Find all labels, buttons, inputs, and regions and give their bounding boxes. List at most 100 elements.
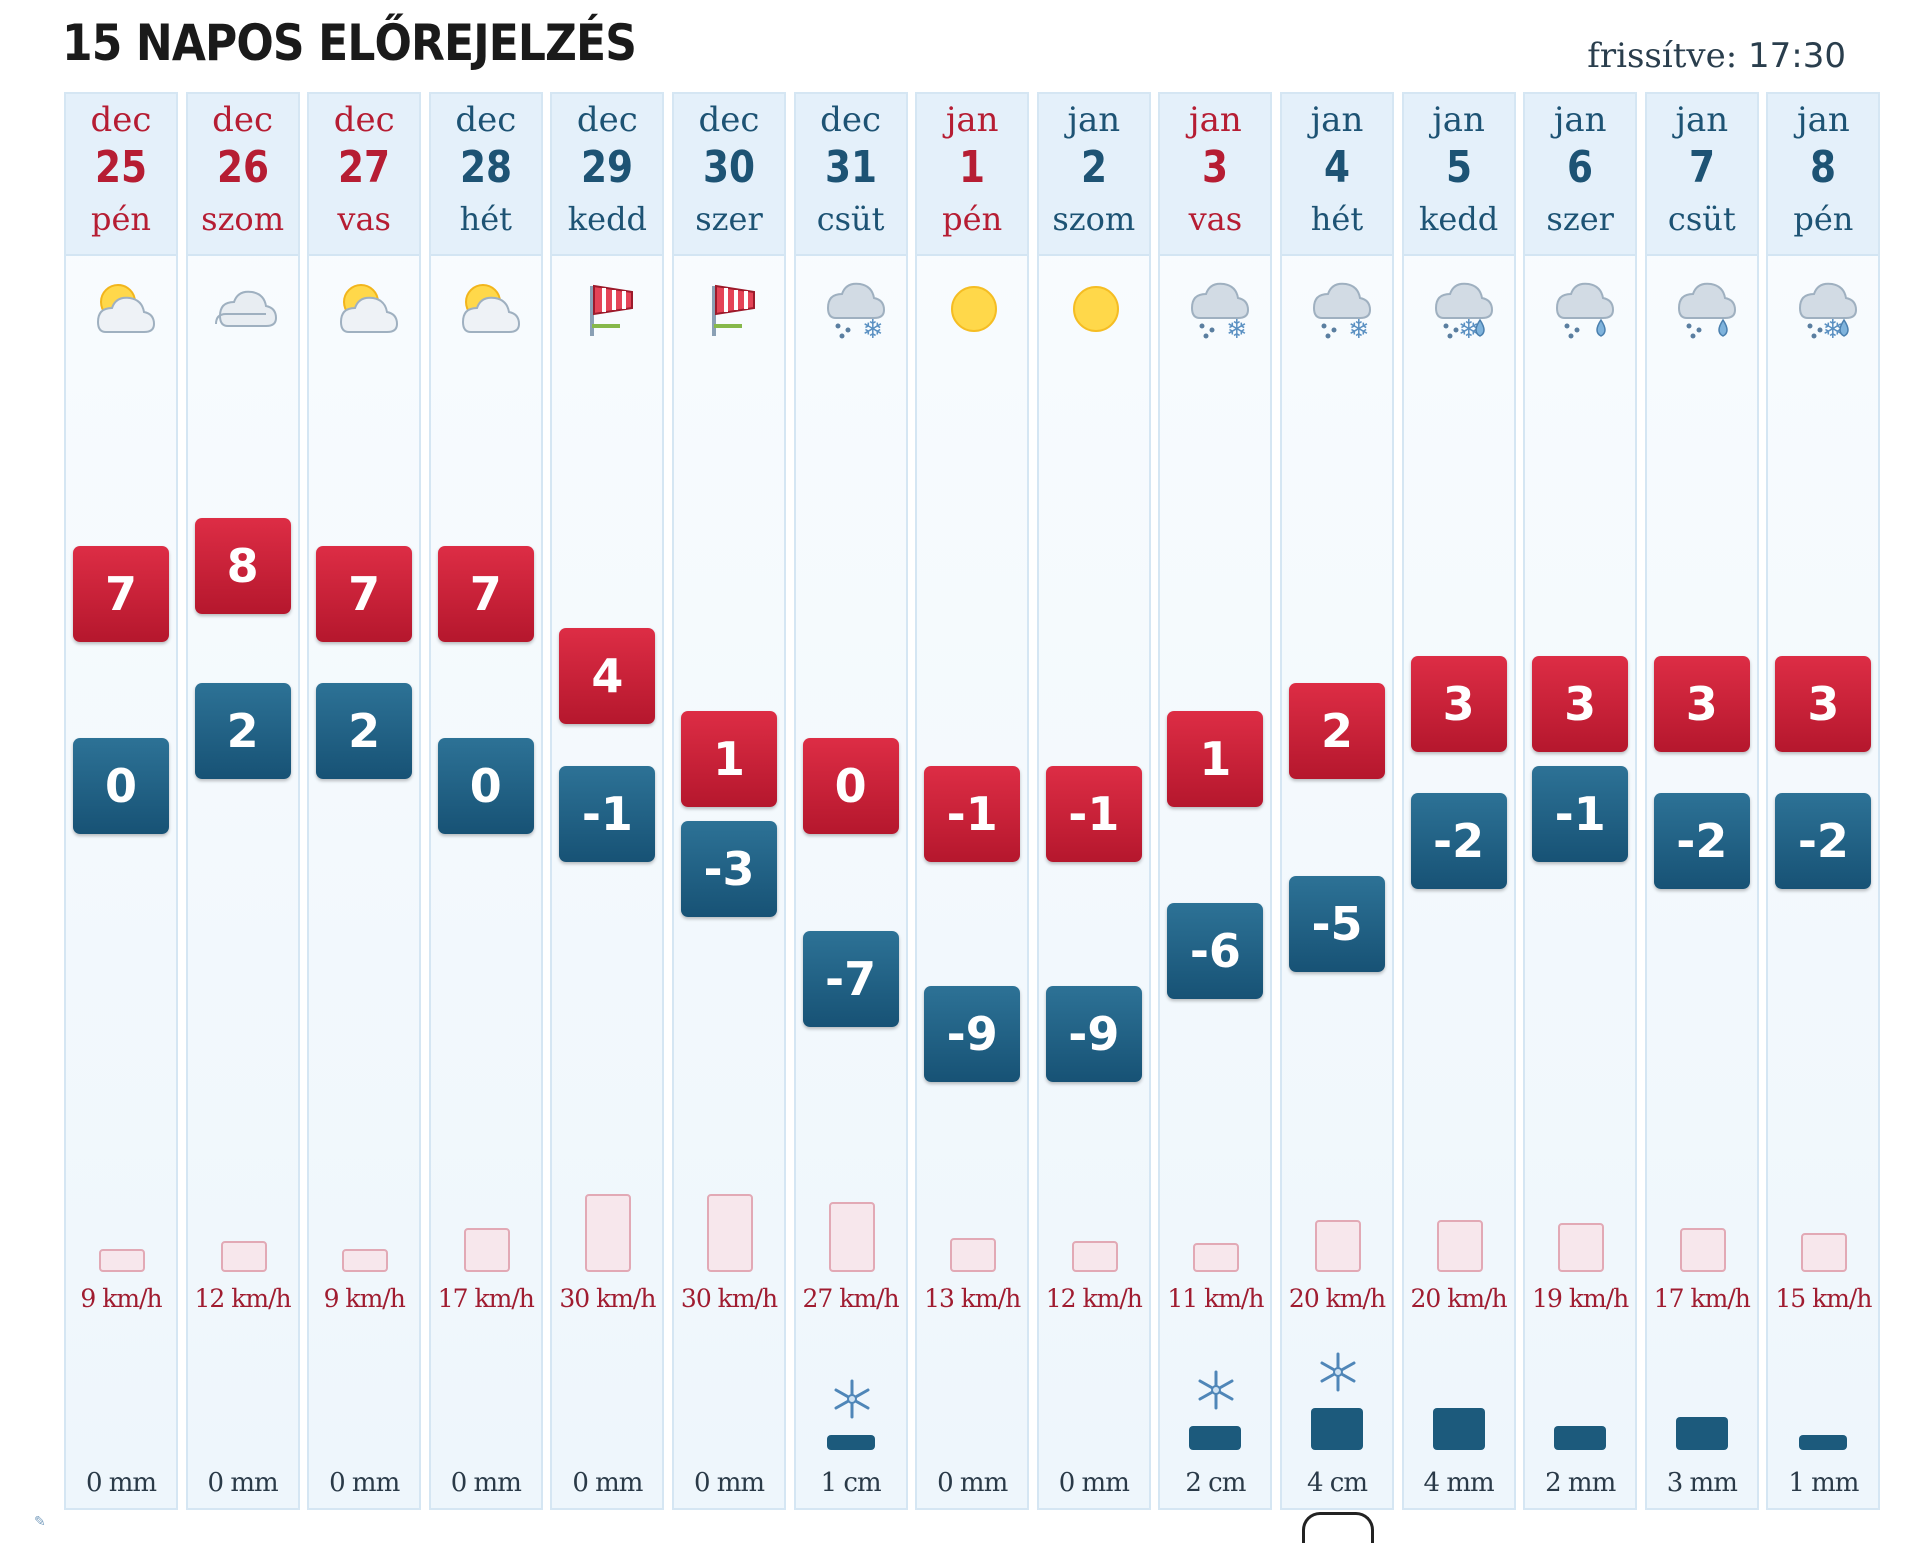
- sun-icon: [939, 274, 1009, 344]
- min-temp: -2: [1410, 793, 1507, 889]
- wind-bar: [463, 1227, 510, 1272]
- max-temp: -1: [924, 765, 1021, 862]
- month-label: dec: [820, 100, 882, 140]
- wind-speed: 17 km/h: [1653, 1284, 1751, 1313]
- day-column: dec 26 szom 8 2 12 km/h 0 mm: [185, 92, 300, 1510]
- max-temp: 3: [1532, 655, 1629, 752]
- day-number: 6: [1567, 142, 1594, 193]
- windsock-icon: [574, 274, 644, 344]
- precipitation-amount: 4 cm: [1306, 1468, 1368, 1498]
- month-label: jan: [945, 100, 999, 140]
- day-header: jan 4 hét: [1282, 94, 1392, 256]
- month-label: dec: [90, 100, 152, 140]
- day-header: dec 26 szom: [187, 94, 298, 256]
- month-label: jan: [1189, 100, 1242, 140]
- day-column: jan 8 pén ❄ 3 -2 15 km/h 1 mm: [1766, 92, 1881, 1510]
- day-number: 25: [94, 142, 148, 193]
- max-temp: 1: [1167, 710, 1264, 807]
- precipitation-bar: [1675, 1417, 1728, 1450]
- svg-text:❄: ❄: [862, 315, 884, 344]
- updated-info: frissítve: 17:30: [1587, 36, 1846, 76]
- wind-bar: [828, 1201, 875, 1272]
- precipitation-amount: 0 mm: [450, 1468, 522, 1498]
- weekday-label: csüt: [1667, 200, 1736, 238]
- day-header: dec 30 szer: [674, 94, 784, 256]
- precipitation-amount: 0 mm: [937, 1468, 1008, 1498]
- min-temp: -1: [559, 765, 656, 862]
- day-header: jan 3 vas: [1160, 94, 1271, 256]
- day-number: 3: [1202, 142, 1229, 193]
- wind-bar: [1436, 1220, 1483, 1272]
- weekday-label: pén: [1793, 200, 1854, 238]
- rain-cloud-icon: [1547, 274, 1617, 344]
- svg-text:❄: ❄: [1822, 315, 1844, 344]
- wind-speed: 9 km/h: [323, 1284, 406, 1313]
- precipitation-bar: [826, 1435, 875, 1450]
- wind-speed: 15 km/h: [1775, 1284, 1872, 1313]
- min-temp: 2: [316, 683, 413, 779]
- wind-bar: [1679, 1227, 1726, 1272]
- precipitation-amount: 0 mm: [572, 1468, 643, 1498]
- max-temp: 3: [1653, 655, 1750, 752]
- month-label: jan: [1675, 100, 1729, 140]
- month-label: dec: [333, 100, 395, 140]
- wind-bar: [1558, 1222, 1605, 1272]
- day-column: dec 31 csüt ❄ 0 -7 27 km/h 1 cm: [793, 92, 908, 1510]
- day-column: jan 2 szom -1 -9 12 km/h 0 mm: [1036, 92, 1151, 1510]
- windsock-icon: [696, 274, 766, 344]
- day-column: jan 4 hét ❄ 2 -5 20 km/h 4 cm: [1280, 92, 1394, 1510]
- day-column: jan 1 pén -1 -9 13 km/h 0 mm: [915, 92, 1030, 1510]
- day-column: dec 25 pén 7 0 9 km/h 0 mm: [64, 92, 178, 1510]
- day-number: 5: [1445, 142, 1472, 193]
- wind-bar: [1193, 1243, 1240, 1272]
- weekday-label: csüt: [816, 200, 885, 238]
- snowflake-icon: [1316, 1350, 1360, 1394]
- weekday-label: kedd: [567, 200, 648, 238]
- day-header: jan 2 szom: [1038, 94, 1149, 256]
- day-column: dec 29 kedd 4 -1 30 km/h 0 mm: [550, 92, 665, 1510]
- min-temp: -3: [681, 820, 777, 917]
- day-header: dec 25 pén: [66, 94, 176, 256]
- max-temp: 7: [437, 545, 534, 642]
- wind-speed: 17 km/h: [437, 1284, 535, 1313]
- month-label: dec: [455, 100, 517, 140]
- rain-cloud-icon: [1669, 274, 1739, 344]
- svg-text:❄: ❄: [1226, 315, 1248, 344]
- cloud-icon: [210, 274, 280, 344]
- max-temp: 4: [559, 628, 656, 724]
- sun-cloud-icon: [88, 274, 158, 344]
- min-temp: -9: [1045, 985, 1142, 1082]
- svg-text:❄: ❄: [1458, 315, 1480, 344]
- day-column: dec 28 hét 7 0 17 km/h 0 mm: [428, 92, 543, 1510]
- wind-speed: 12 km/h: [1045, 1284, 1143, 1313]
- updated-time: 17:30: [1748, 36, 1846, 76]
- sleet-cloud-icon: ❄: [1426, 274, 1496, 345]
- wind-speed: 27 km/h: [802, 1284, 900, 1313]
- month-label: dec: [576, 100, 638, 140]
- sun-cloud-icon: [453, 274, 523, 344]
- wind-bar: [99, 1248, 145, 1272]
- wind-bar: [1315, 1220, 1361, 1272]
- day-header: jan 8 pén: [1768, 94, 1879, 256]
- precipitation-amount: 3 mm: [1666, 1468, 1738, 1498]
- max-temp: -1: [1045, 765, 1142, 862]
- day-column: jan 5 kedd ❄ 3 -2 20 km/h 4 mm: [1401, 92, 1516, 1510]
- weekday-label: hét: [1310, 200, 1364, 238]
- snow-cloud-icon: ❄: [1304, 274, 1374, 345]
- weekday-label: szom: [201, 200, 285, 238]
- max-temp: 7: [316, 545, 413, 642]
- day-column: jan 6 szer 3 -1 19 km/h 2 mm: [1523, 92, 1638, 1510]
- month-label: dec: [212, 100, 274, 140]
- day-column: dec 27 vas 7 2 9 km/h 0 mm: [307, 92, 422, 1510]
- month-label: jan: [1432, 100, 1485, 140]
- wind-bar: [707, 1194, 753, 1272]
- precipitation-amount: 2 cm: [1185, 1468, 1246, 1498]
- snow-cloud-icon: ❄: [818, 274, 888, 345]
- min-temp: -2: [1775, 793, 1872, 889]
- min-temp: -9: [924, 985, 1021, 1082]
- precipitation-amount: 0 mm: [1058, 1468, 1130, 1498]
- day-column: jan 7 csüt 3 -2 17 km/h 3 mm: [1644, 92, 1759, 1510]
- max-temp: 3: [1775, 655, 1872, 752]
- partial-logo-icon: [1302, 1512, 1374, 1543]
- page-title: 15 NAPOS ELŐREJELZÉS: [62, 14, 637, 72]
